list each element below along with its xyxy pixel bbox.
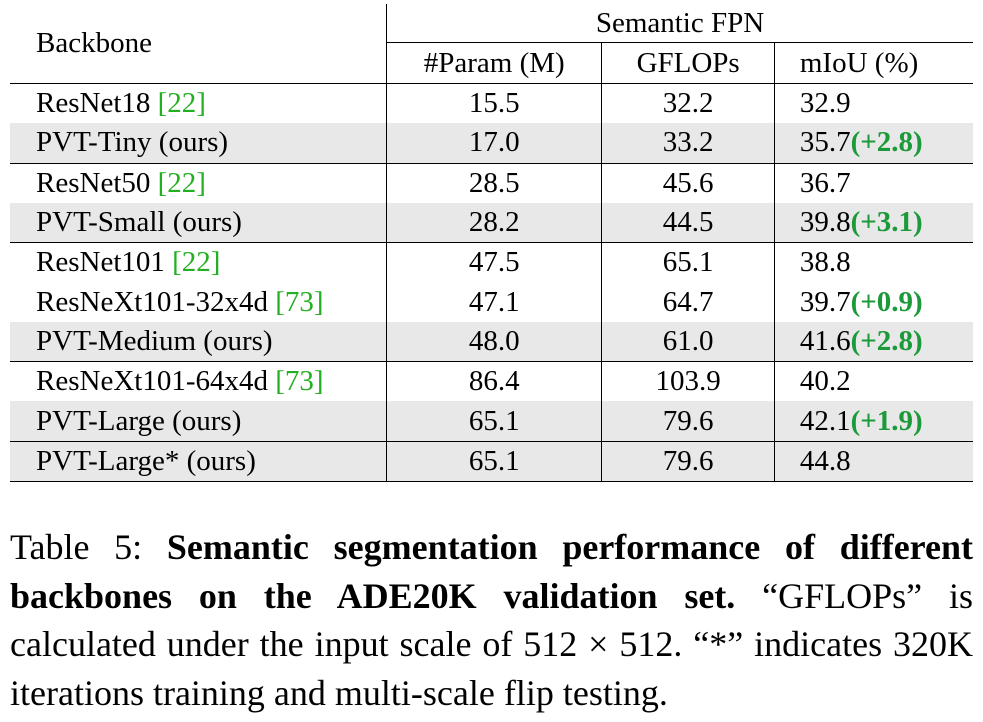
cell-param: 28.5: [385, 162, 602, 203]
table-row: ResNet101 [22] 47.5 65.1 38.8: [10, 242, 973, 283]
miou-value: 40.2: [799, 365, 851, 398]
citation-link[interactable]: [22]: [157, 166, 206, 199]
backbone-name: PVT-Tiny (ours): [36, 126, 229, 159]
cell-miou: 44.8: [773, 440, 973, 482]
cell-gflops: 79.6: [601, 440, 775, 482]
cell-backbone: ResNet101 [22]: [10, 242, 387, 283]
miou-value: 42.1: [799, 404, 851, 437]
cell-miou: 32.9: [773, 83, 973, 124]
miou-gain: (+0.9): [850, 285, 923, 318]
cell-param: 65.1: [385, 401, 602, 442]
miou-value: 39.7: [799, 285, 851, 318]
cell-miou: 39.8(+3.1): [773, 202, 973, 243]
cell-gflops: 33.2: [601, 123, 775, 164]
cell-gflops: 61.0: [601, 321, 775, 362]
backbone-name: PVT-Small (ours): [36, 206, 242, 239]
table-caption: Table 5: Semantic segmentation performan…: [10, 523, 973, 717]
cell-backbone: PVT-Small (ours): [10, 202, 387, 243]
cell-backbone: ResNeXt101-64x4d [73]: [10, 361, 387, 402]
cell-miou: 40.2: [773, 361, 973, 402]
backbone-name: ResNeXt101-64x4d: [36, 365, 276, 398]
backbone-name: PVT-Large (ours): [36, 404, 242, 437]
cell-miou: 41.6(+2.8): [773, 321, 973, 362]
cell-param: 65.1: [385, 440, 602, 482]
cell-param: 86.4: [385, 361, 602, 402]
header-miou: mIoU (%): [773, 42, 973, 84]
citation-link[interactable]: [22]: [172, 246, 221, 279]
miou-value: 44.8: [799, 444, 851, 477]
cell-miou: 35.7(+2.8): [773, 123, 973, 164]
caption-text-2: . “*” indicates 320K iterations training…: [10, 624, 973, 713]
cell-param: 15.5: [385, 83, 602, 124]
table-body: ResNet18 [22] 15.5 32.2 32.9 PVT-Tiny (ours)…: [10, 83, 973, 482]
table-row: ResNet50 [22] 28.5 45.6 36.7: [10, 162, 973, 203]
miou-value: 32.9: [799, 87, 851, 120]
cell-param: 17.0: [385, 123, 602, 164]
miou-gain: (+2.8): [850, 126, 923, 159]
caption-label: Table 5:: [10, 527, 167, 567]
cell-param: 47.5: [385, 242, 602, 283]
cell-backbone: PVT-Medium (ours): [10, 321, 387, 362]
header-semantic-fpn: Semantic FPN: [386, 4, 973, 43]
table-row: PVT-Medium (ours) 48.0 61.0 41.6(+2.8): [10, 321, 973, 362]
header-param: #Param (M): [385, 42, 602, 84]
cell-backbone: ResNet50 [22]: [10, 162, 387, 203]
miou-value: 39.8: [799, 206, 851, 239]
cell-miou: 42.1(+1.9): [773, 401, 973, 442]
table-row: PVT-Large* (ours) 65.1 79.6 44.8: [10, 440, 973, 482]
miou-gain: (+3.1): [850, 206, 923, 239]
results-table-wrapper: Backbone Semantic FPN #Param (M) GFLOPs …: [10, 4, 973, 482]
cell-backbone: ResNeXt101-32x4d [73]: [10, 282, 387, 321]
cell-gflops: 45.6: [601, 162, 775, 203]
cell-miou: 36.7: [773, 162, 973, 203]
miou-value: 38.8: [799, 246, 851, 279]
miou-value: 35.7: [799, 126, 851, 159]
cell-gflops: 103.9: [601, 361, 775, 402]
miou-value: 36.7: [799, 166, 851, 199]
backbone-name: PVT-Large* (ours): [36, 444, 256, 477]
backbone-name: ResNet18: [36, 87, 158, 120]
citation-link[interactable]: [73]: [275, 365, 324, 398]
cell-backbone: PVT-Tiny (ours): [10, 123, 387, 164]
backbone-name: PVT-Medium (ours): [36, 324, 273, 357]
table-row: ResNeXt101-64x4d [73] 86.4 103.9 40.2: [10, 361, 973, 402]
cell-param: 28.2: [385, 202, 602, 243]
cell-backbone: PVT-Large (ours): [10, 401, 387, 442]
cell-miou: 39.7(+0.9): [773, 282, 973, 322]
cell-gflops: 65.1: [601, 242, 775, 283]
table-row: ResNet18 [22] 15.5 32.2 32.9: [10, 83, 973, 124]
header-gflops: GFLOPs: [601, 42, 775, 84]
cell-param: 48.0: [385, 321, 602, 362]
miou-gain: (+1.9): [850, 404, 923, 437]
citation-link[interactable]: [73]: [275, 285, 324, 318]
cell-miou: 38.8: [773, 242, 973, 283]
header-backbone: Backbone: [36, 27, 152, 59]
caption-bold: Semantic segmentation performance of dif…: [10, 527, 973, 616]
results-table: Backbone Semantic FPN #Param (M) GFLOPs …: [10, 4, 973, 482]
cell-gflops: 64.7: [601, 282, 775, 322]
table-row: ResNeXt101-32x4d [73] 47.1 64.7 39.7(+0.9): [10, 282, 973, 322]
caption-scale: 512 × 512: [523, 624, 674, 664]
cell-gflops: 79.6: [601, 401, 775, 442]
citation-link[interactable]: [22]: [157, 87, 206, 120]
caption-text-1: “GFLOPs” is calculated under the input s…: [10, 575, 973, 665]
cell-gflops: 32.2: [601, 83, 775, 124]
cell-backbone: PVT-Large* (ours): [10, 440, 387, 482]
miou-gain: (+2.8): [850, 324, 923, 357]
backbone-name: ResNet50: [36, 166, 158, 199]
table-row: PVT-Small (ours) 28.2 44.5 39.8(+3.1): [10, 202, 973, 243]
cell-backbone: ResNet18 [22]: [10, 83, 387, 124]
backbone-name: ResNeXt101-32x4d: [36, 285, 276, 318]
miou-value: 41.6: [799, 324, 851, 357]
cell-gflops: 44.5: [601, 202, 775, 243]
cell-param: 47.1: [385, 282, 602, 322]
table-row: PVT-Large (ours) 65.1 79.6 42.1(+1.9): [10, 401, 973, 442]
table-row: PVT-Tiny (ours) 17.0 33.2 35.7(+2.8): [10, 123, 973, 164]
backbone-name: ResNet101: [36, 246, 173, 279]
